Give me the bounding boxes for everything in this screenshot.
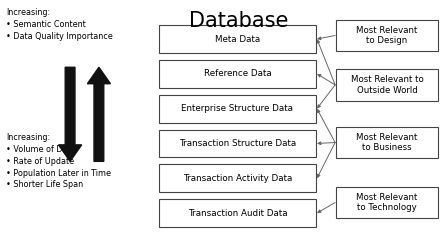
Text: Most Relevant to
Outside World: Most Relevant to Outside World <box>351 75 423 94</box>
Text: Increasing:
• Semantic Content
• Data Quality Importance: Increasing: • Semantic Content • Data Qu… <box>6 8 112 41</box>
FancyBboxPatch shape <box>159 25 316 53</box>
FancyBboxPatch shape <box>159 60 316 88</box>
FancyBboxPatch shape <box>336 20 438 51</box>
FancyBboxPatch shape <box>336 69 438 101</box>
Text: Transaction Audit Data: Transaction Audit Data <box>188 208 287 218</box>
FancyBboxPatch shape <box>159 199 316 227</box>
Text: Most Relevant
to Technology: Most Relevant to Technology <box>356 193 418 212</box>
Text: Enterprise Structure Data: Enterprise Structure Data <box>182 104 293 113</box>
Text: Increasing:
• Volume of Data
• Rate of Update
• Population Later in Time
• Short: Increasing: • Volume of Data • Rate of U… <box>6 133 111 189</box>
Text: Reference Data: Reference Data <box>203 69 271 78</box>
Text: Database: Database <box>189 11 288 31</box>
Text: Meta Data: Meta Data <box>215 35 260 44</box>
Text: Most Relevant
to Business: Most Relevant to Business <box>356 133 418 152</box>
FancyBboxPatch shape <box>159 164 316 192</box>
Text: Most Relevant
to Design: Most Relevant to Design <box>356 26 418 45</box>
FancyBboxPatch shape <box>159 95 316 123</box>
FancyArrow shape <box>58 67 82 161</box>
FancyBboxPatch shape <box>336 187 438 218</box>
FancyBboxPatch shape <box>336 127 438 159</box>
FancyArrow shape <box>87 67 111 161</box>
Text: Transaction Activity Data: Transaction Activity Data <box>183 174 292 183</box>
Text: Transaction Structure Data: Transaction Structure Data <box>179 139 296 148</box>
FancyBboxPatch shape <box>159 129 316 157</box>
